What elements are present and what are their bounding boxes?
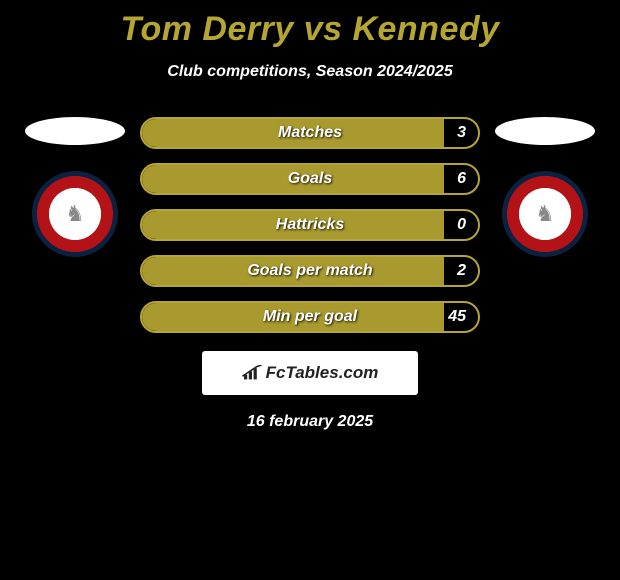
chart-icon xyxy=(242,365,262,381)
stat-label: Goals xyxy=(288,170,332,188)
stat-bar-goals-per-match: Goals per match 2 xyxy=(140,255,480,287)
stat-value: 0 xyxy=(457,216,466,234)
left-player-col: ♞ xyxy=(20,117,130,257)
logo-text: FcTables.com xyxy=(266,363,379,383)
stat-bar-hattricks: Hattricks 0 xyxy=(140,209,480,241)
horse-icon: ♞ xyxy=(49,188,101,240)
stat-value: 2 xyxy=(457,262,466,280)
stat-bar-min-per-goal: Min per goal 45 xyxy=(140,301,480,333)
stat-bar-goals: Goals 6 xyxy=(140,163,480,195)
fctables-logo[interactable]: FcTables.com xyxy=(202,351,418,395)
stat-value: 6 xyxy=(457,170,466,188)
right-player-avatar xyxy=(495,117,595,145)
horse-icon: ♞ xyxy=(519,188,571,240)
page-subtitle: Club competitions, Season 2024/2025 xyxy=(0,63,620,81)
comparison-row: ♞ Matches 3 Goals 6 Hattricks 0 Goals pe… xyxy=(0,117,620,333)
stat-label: Goals per match xyxy=(247,262,372,280)
stat-value: 3 xyxy=(457,124,466,142)
stat-label: Hattricks xyxy=(276,216,344,234)
right-player-col: ♞ xyxy=(490,117,600,257)
right-club-badge: ♞ xyxy=(502,171,588,257)
left-club-badge: ♞ xyxy=(32,171,118,257)
stat-label: Min per goal xyxy=(263,308,357,326)
page-title: Tom Derry vs Kennedy xyxy=(0,0,620,49)
left-player-avatar xyxy=(25,117,125,145)
date-text: 16 february 2025 xyxy=(0,413,620,431)
stats-column: Matches 3 Goals 6 Hattricks 0 Goals per … xyxy=(140,117,480,333)
stat-value: 45 xyxy=(448,308,466,326)
stat-bar-matches: Matches 3 xyxy=(140,117,480,149)
stat-label: Matches xyxy=(278,124,342,142)
